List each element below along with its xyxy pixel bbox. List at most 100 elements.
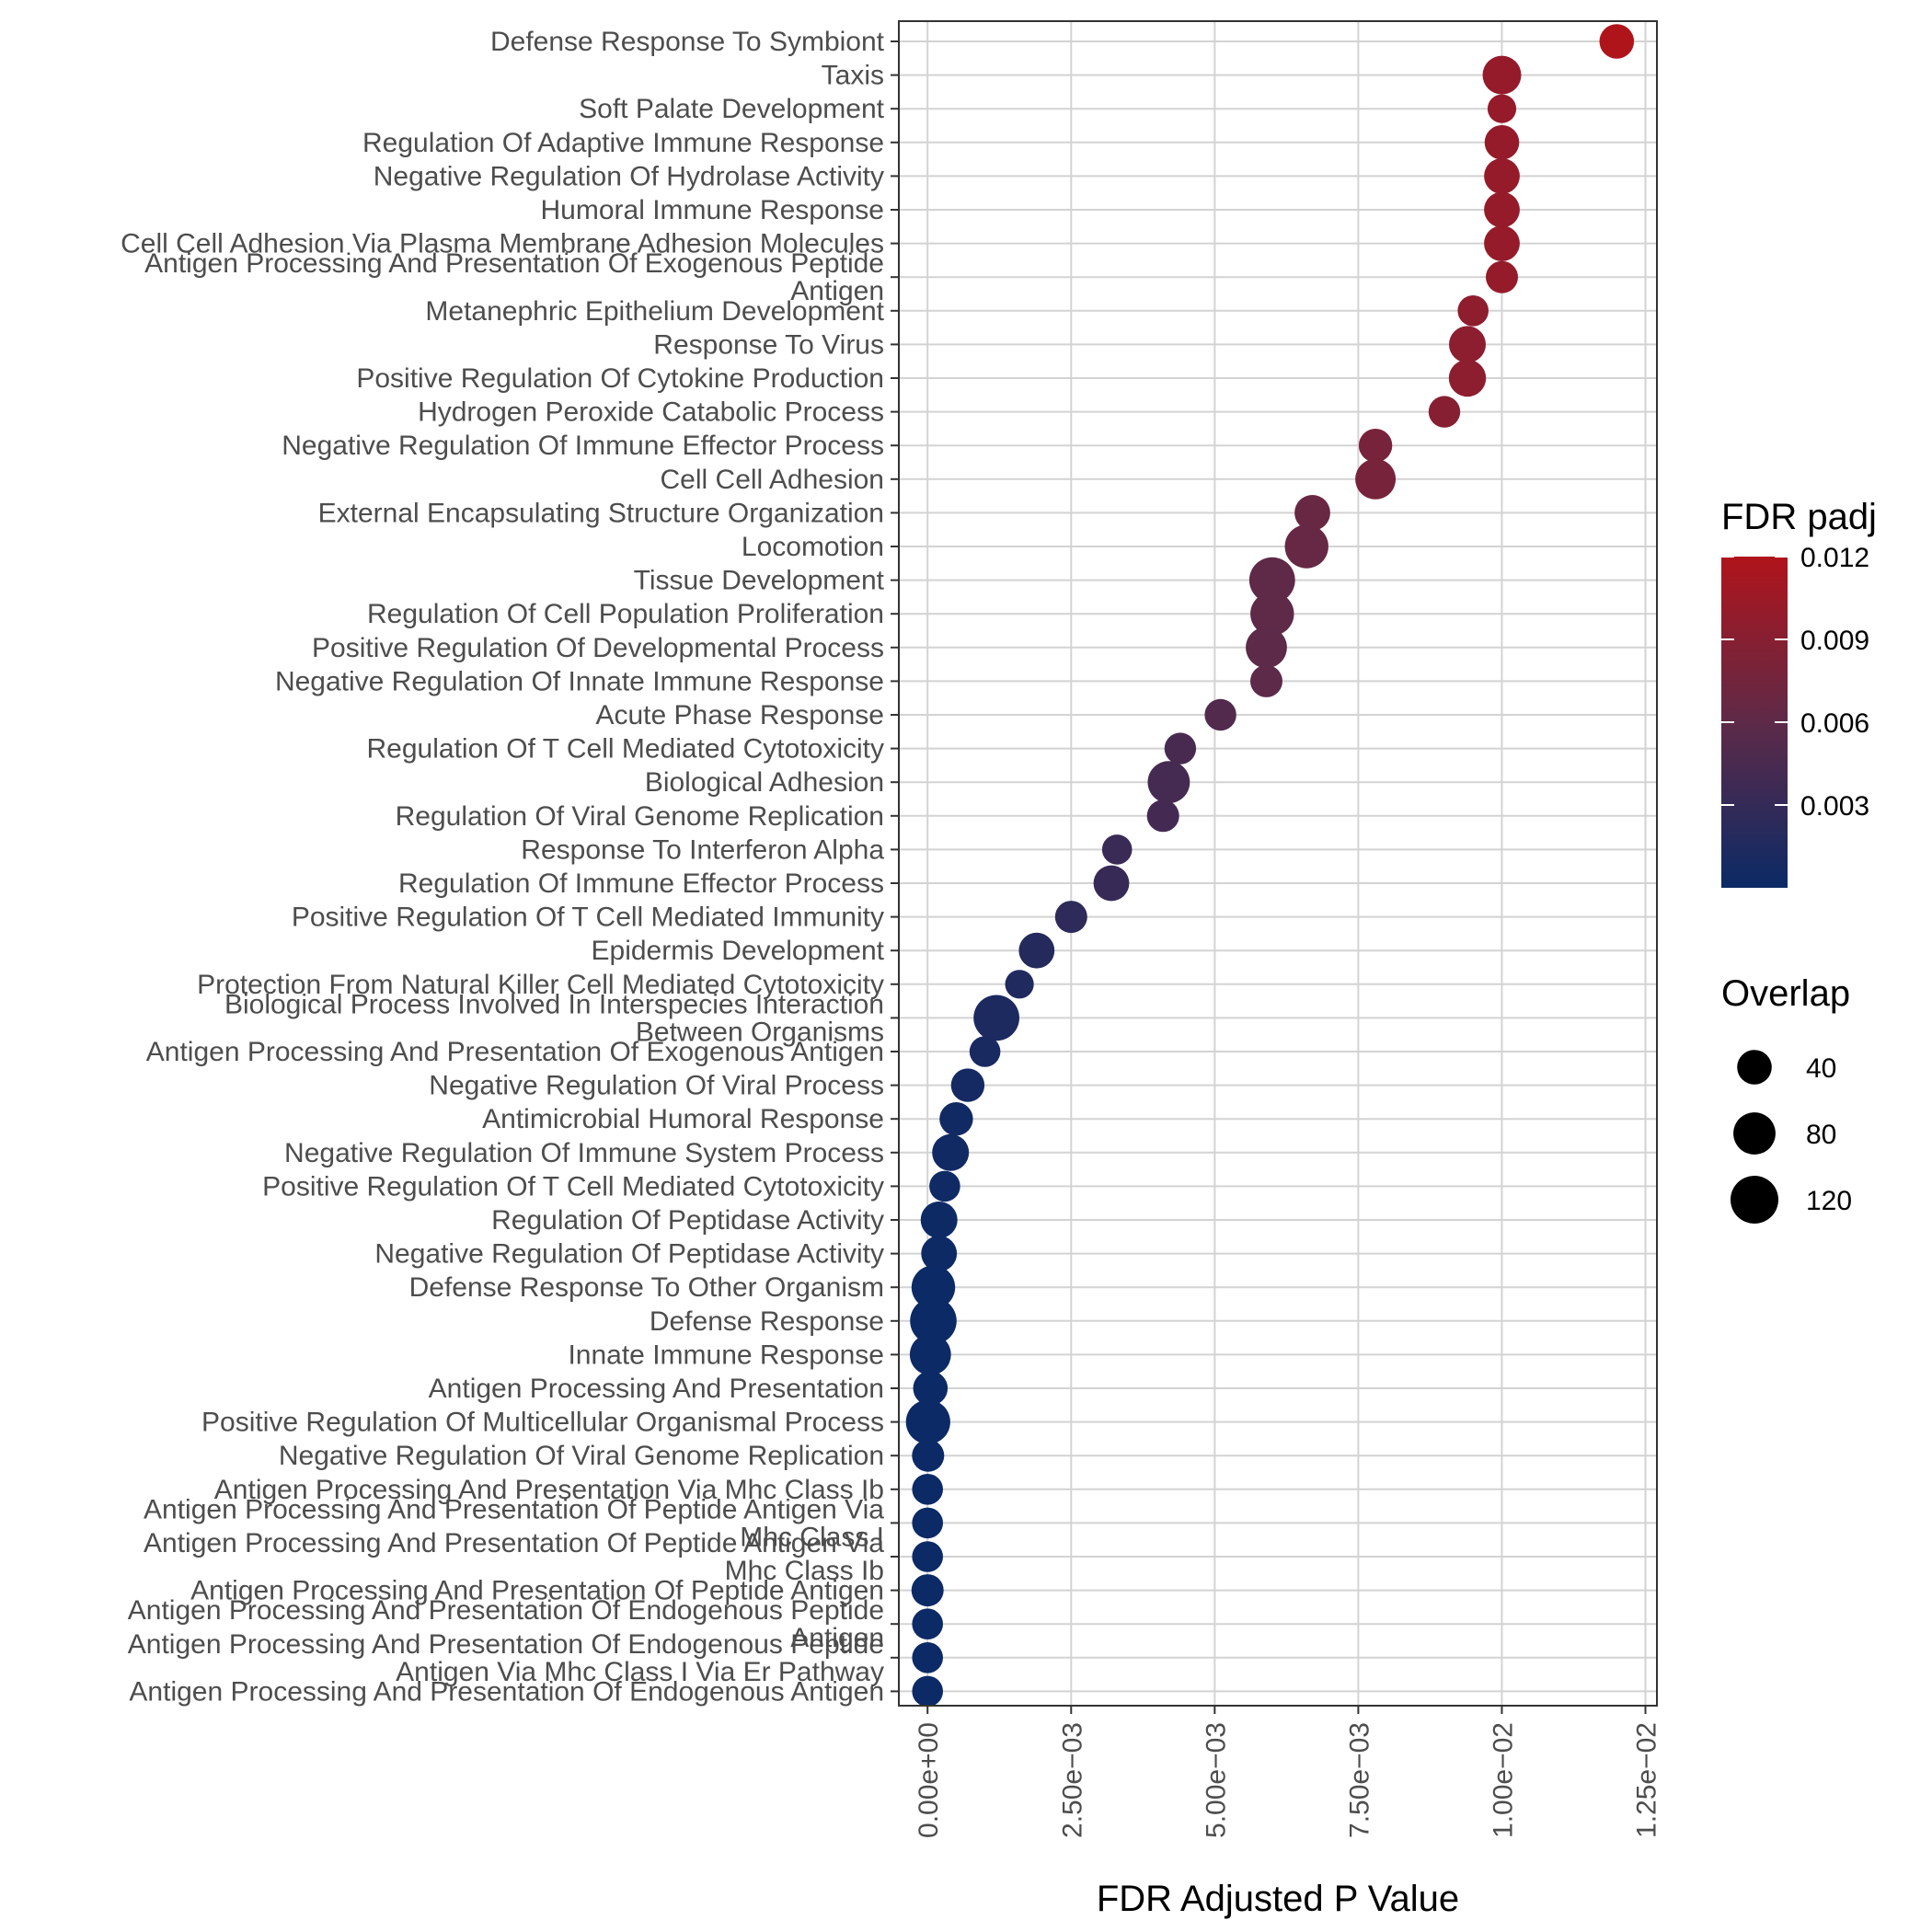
gridlines bbox=[899, 21, 1657, 1706]
y-tick-label: Regulation Of Peptidase Activity bbox=[491, 1205, 884, 1236]
y-tick-label: Defense Response bbox=[650, 1306, 884, 1337]
color-legend: FDR padj 0.003 0.006 0.009 0.012 bbox=[1721, 497, 1877, 888]
y-tick-label: Negative Regulation Of Immune Effector P… bbox=[282, 431, 884, 461]
y-tick-label: Positive Regulation Of Cytokine Producti… bbox=[356, 363, 884, 394]
size-legend-keys: 40 80 120 bbox=[1731, 1050, 1852, 1224]
data-point bbox=[1248, 557, 1295, 604]
y-tick-label: Cell Cell Adhesion bbox=[661, 465, 884, 495]
y-tick-label: Antigen Processing And Presentation bbox=[429, 1374, 884, 1404]
color-legend-title: FDR padj bbox=[1721, 497, 1877, 537]
data-point bbox=[905, 1399, 950, 1444]
y-tick-label: Locomotion bbox=[742, 532, 884, 562]
y-tick-label: Acute Phase Response bbox=[595, 700, 884, 730]
y-tick-label: Innate Immune Response bbox=[568, 1340, 884, 1370]
color-bar-ticks: 0.003 0.006 0.009 0.012 bbox=[1721, 543, 1869, 822]
data-point bbox=[910, 1297, 957, 1345]
data-point bbox=[1448, 359, 1487, 397]
data-point bbox=[1147, 761, 1190, 804]
data-point bbox=[1486, 260, 1518, 293]
y-tick-label: Regulation Of Cell Population Proliferat… bbox=[367, 599, 884, 629]
x-tick-label: 5.00e−03 bbox=[1201, 1722, 1231, 1838]
data-point bbox=[1250, 664, 1282, 697]
y-tick-label: Defense Response To Symbiont bbox=[490, 27, 885, 57]
y-tick-label: Positive Regulation Of T Cell Mediated C… bbox=[262, 1171, 884, 1202]
data-point bbox=[1449, 326, 1486, 363]
x-axis-ticks bbox=[926, 1706, 1647, 1714]
data-point bbox=[911, 1265, 956, 1309]
data-point bbox=[1204, 698, 1236, 731]
x-axis-title: FDR Adjusted P Value bbox=[1097, 1879, 1459, 1919]
y-tick-label: Regulation Of T Cell Mediated Cytotoxici… bbox=[367, 734, 885, 765]
y-tick-label: Antigen Processing And Presentation Of P… bbox=[144, 1528, 884, 1586]
y-tick-label: Positive Regulation Of Developmental Pro… bbox=[312, 633, 884, 663]
data-point bbox=[1355, 458, 1397, 500]
y-tick-label: Antigen Processing And Presentation Of P… bbox=[190, 1576, 884, 1606]
y-tick-label: Negative Regulation Of Peptidase Activit… bbox=[374, 1239, 884, 1270]
y-tick-label: Positive Regulation Of T Cell Mediated I… bbox=[292, 903, 884, 933]
data-point bbox=[909, 1334, 951, 1375]
y-tick-label: Humoral Immune Response bbox=[541, 195, 885, 225]
data-point bbox=[1093, 865, 1130, 902]
y-tick-label: Defense Response To Other Organism bbox=[409, 1272, 884, 1303]
color-bar-tick-label: 0.009 bbox=[1800, 626, 1869, 656]
color-bar-tick-label: 0.006 bbox=[1800, 708, 1869, 739]
data-point bbox=[929, 1170, 960, 1202]
y-tick-label: Antigen Processing And Presentation Of P… bbox=[144, 1494, 884, 1552]
y-tick-label: Tissue Development bbox=[634, 566, 885, 596]
y-tick-label: Antigen Processing And Presentation Of E… bbox=[128, 1629, 884, 1687]
data-point bbox=[1246, 627, 1287, 669]
data-point bbox=[920, 1202, 958, 1238]
y-tick-label: Negative Regulation Of Immune System Pro… bbox=[284, 1138, 884, 1168]
y-tick-label: Epidermis Development bbox=[592, 936, 885, 966]
data-point bbox=[1101, 834, 1133, 865]
data-point bbox=[913, 1371, 949, 1406]
color-bar-tick-label: 0.012 bbox=[1800, 543, 1869, 573]
data-point bbox=[939, 1102, 973, 1136]
data-point bbox=[911, 1574, 944, 1607]
y-tick-label: Response To Interferon Alpha bbox=[521, 834, 884, 865]
data-point bbox=[932, 1133, 970, 1171]
y-tick-label: Regulation Of Viral Genome Replication bbox=[396, 801, 884, 832]
y-tick-label: Biological Process Involved In Interspec… bbox=[224, 989, 884, 1047]
data-point bbox=[1018, 932, 1055, 969]
data-point bbox=[1284, 524, 1328, 569]
data-point bbox=[1054, 901, 1087, 934]
data-point bbox=[969, 1036, 1001, 1067]
data-point bbox=[912, 1642, 943, 1673]
data-point bbox=[1484, 191, 1520, 228]
y-tick-label: Negative Regulation Of Hydrolase Activit… bbox=[374, 161, 884, 191]
y-tick-label: Antigen Processing And Presentation Via … bbox=[214, 1475, 884, 1505]
y-tick-label: Regulation Of Adaptive Immune Response bbox=[362, 128, 884, 158]
data-point bbox=[1358, 429, 1393, 463]
y-tick-label: Regulation Of Immune Effector Process bbox=[398, 868, 884, 899]
size-legend-key bbox=[1731, 1176, 1778, 1224]
size-legend-key bbox=[1733, 1112, 1776, 1155]
x-tick-label: 1.00e−02 bbox=[1488, 1722, 1518, 1838]
data-point bbox=[912, 1439, 945, 1472]
size-legend-label: 80 bbox=[1806, 1120, 1836, 1150]
y-tick-label: Hydrogen Peroxide Catabolic Process bbox=[418, 397, 884, 428]
data-point bbox=[973, 995, 1019, 1041]
y-tick-label: Protection From Natural Killer Cell Medi… bbox=[197, 970, 884, 1000]
y-tick-label: Positive Regulation Of Multicellular Org… bbox=[201, 1408, 884, 1438]
y-tick-label: Antigen Processing And Presentation Of E… bbox=[144, 248, 884, 306]
color-bar-tick-label: 0.003 bbox=[1800, 791, 1869, 822]
data-point bbox=[1484, 158, 1520, 194]
y-tick-label: Biological Adhesion bbox=[645, 767, 884, 798]
y-tick-label: External Encapsulating Structure Organiz… bbox=[318, 498, 884, 528]
y-tick-label: Antigen Processing And Presentation Of E… bbox=[146, 1037, 884, 1067]
y-tick-label: Response To Virus bbox=[653, 329, 884, 360]
data-point bbox=[1146, 799, 1179, 833]
data-point bbox=[1294, 495, 1330, 531]
y-tick-label: Metanephric Epithelium Development bbox=[425, 296, 884, 327]
data-point bbox=[1487, 94, 1517, 123]
data-point bbox=[1428, 396, 1461, 428]
size-legend-label: 40 bbox=[1806, 1053, 1836, 1084]
x-tick-label: 1.25e−02 bbox=[1632, 1722, 1662, 1838]
data-point bbox=[1164, 732, 1197, 765]
size-legend-label: 120 bbox=[1806, 1186, 1852, 1216]
y-tick-label: Soft Palate Development bbox=[579, 94, 885, 124]
